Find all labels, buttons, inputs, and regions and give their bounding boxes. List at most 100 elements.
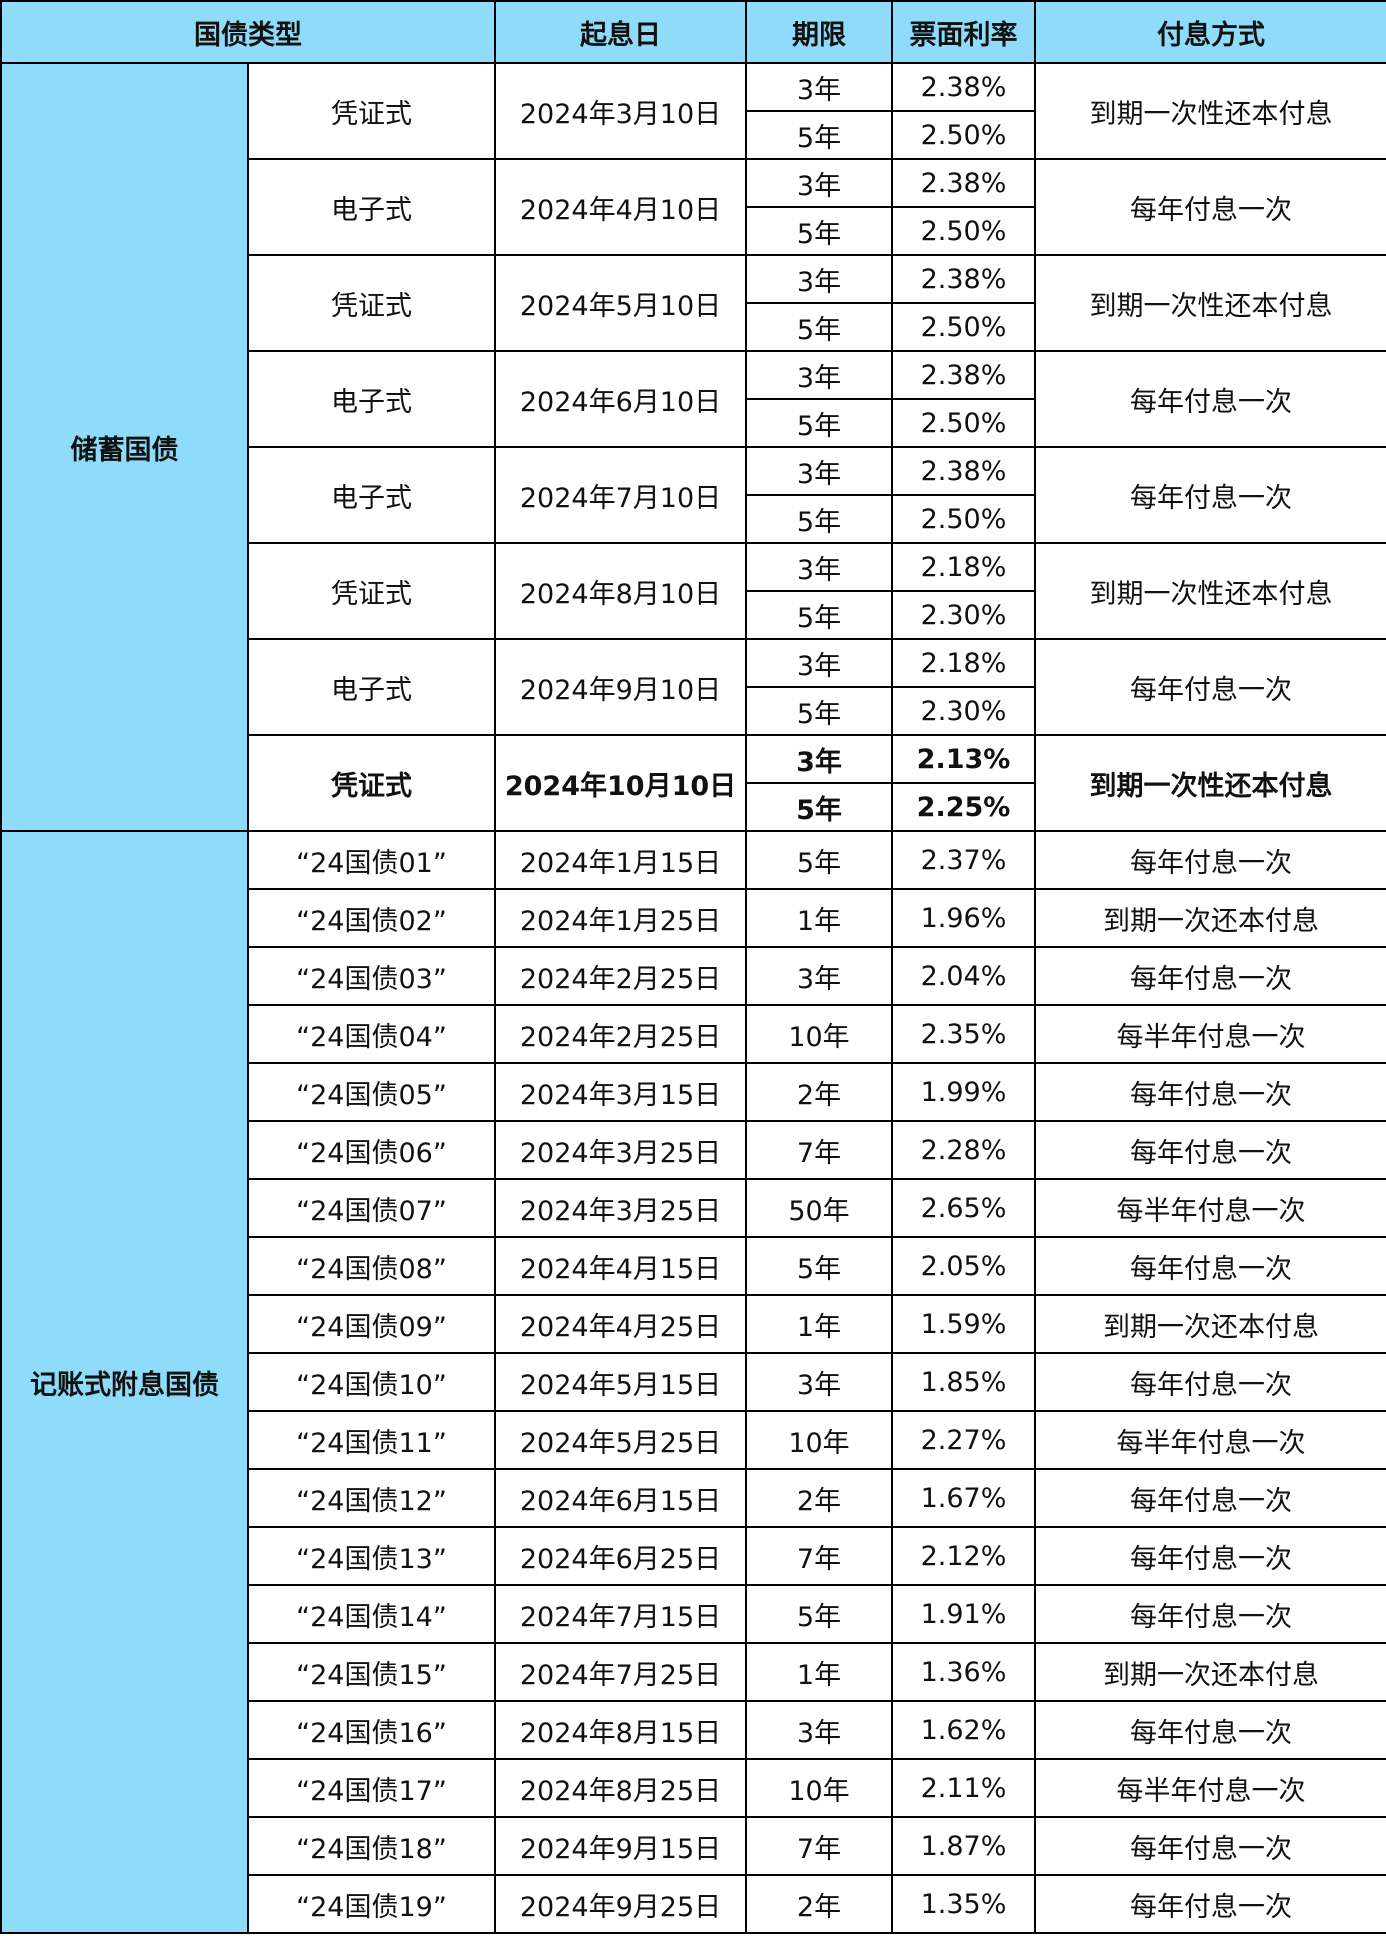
bond-name: “24国债01” bbox=[247, 830, 496, 890]
header-start-date: 起息日 bbox=[494, 0, 747, 64]
savings-row: 5年 2.50% bbox=[1, 110, 1386, 160]
coupon-rate: 2.18% bbox=[891, 542, 1036, 592]
payment-method: 每年付息一次 bbox=[1034, 830, 1386, 890]
header-rate: 票面利率 bbox=[891, 0, 1036, 64]
savings-row: 5年 2.50% bbox=[1, 398, 1386, 448]
coupon-rate: 2.50% bbox=[891, 206, 1036, 256]
term: 7年 bbox=[745, 1816, 893, 1876]
term: 5年 bbox=[745, 686, 893, 736]
payment-method: 每年付息一次 bbox=[1034, 1584, 1386, 1644]
term: 3年 bbox=[745, 734, 893, 784]
term: 5年 bbox=[745, 1584, 893, 1644]
start-date: 2024年7月25日 bbox=[494, 1642, 747, 1702]
start-date: 2024年6月25日 bbox=[494, 1526, 747, 1586]
start-date: 2024年9月15日 bbox=[494, 1816, 747, 1876]
bond-name: “24国债04” bbox=[247, 1004, 496, 1064]
start-date: 2024年4月15日 bbox=[494, 1236, 747, 1296]
savings-row: 5年 2.30% bbox=[1, 590, 1386, 640]
bond-name: “24国债10” bbox=[247, 1352, 496, 1412]
bond-name: “24国债08” bbox=[247, 1236, 496, 1296]
coupon-rate: 2.28% bbox=[891, 1120, 1036, 1180]
bookkeeping-row: “24国债13” 2024年6月25日 7年 2.12% 每年付息一次 bbox=[1, 1526, 1386, 1586]
start-date: 2024年5月15日 bbox=[494, 1352, 747, 1412]
coupon-rate: 2.27% bbox=[891, 1410, 1036, 1470]
coupon-rate: 2.30% bbox=[891, 590, 1036, 640]
term: 5年 bbox=[745, 1236, 893, 1296]
coupon-rate: 2.37% bbox=[891, 830, 1036, 890]
bookkeeping-row: “24国债19” 2024年9月25日 2年 1.35% 每年付息一次 bbox=[1, 1874, 1386, 1934]
coupon-rate: 1.99% bbox=[891, 1062, 1036, 1122]
payment-method: 每半年付息一次 bbox=[1034, 1758, 1386, 1818]
bookkeeping-row: “24国债03” 2024年2月25日 3年 2.04% 每年付息一次 bbox=[1, 946, 1386, 1006]
payment-method: 每年付息一次 bbox=[1034, 638, 1386, 736]
bond-name: “24国债06” bbox=[247, 1120, 496, 1180]
bond-form: 凭证式 bbox=[247, 734, 496, 832]
start-date: 2024年5月25日 bbox=[494, 1410, 747, 1470]
header-payment: 付息方式 bbox=[1034, 0, 1386, 64]
coupon-rate: 2.50% bbox=[891, 398, 1036, 448]
coupon-rate: 1.96% bbox=[891, 888, 1036, 948]
term: 10年 bbox=[745, 1410, 893, 1470]
term: 3年 bbox=[745, 542, 893, 592]
term: 3年 bbox=[745, 254, 893, 304]
payment-method: 每半年付息一次 bbox=[1034, 1178, 1386, 1238]
start-date: 2024年1月15日 bbox=[494, 830, 747, 890]
coupon-rate: 2.04% bbox=[891, 946, 1036, 1006]
start-date: 2024年7月10日 bbox=[494, 446, 747, 544]
term: 5年 bbox=[745, 206, 893, 256]
term: 5年 bbox=[745, 590, 893, 640]
savings-row: 电子式 2024年6月10日 3年 2.38% 每年付息一次 bbox=[1, 350, 1386, 448]
bookkeeping-row: “24国债16” 2024年8月15日 3年 1.62% 每年付息一次 bbox=[1, 1700, 1386, 1760]
bookkeeping-row: 记账式附息国债 “24国债01” 2024年1月15日 5年 2.37% 每年付息一次 bbox=[0, 830, 1386, 1934]
term: 10年 bbox=[745, 1004, 893, 1064]
savings-row: 电子式 2024年9月10日 3年 2.18% 每年付息一次 bbox=[1, 638, 1386, 736]
bond-name: “24国债05” bbox=[247, 1062, 496, 1122]
bond-form: 电子式 bbox=[247, 446, 496, 544]
bookkeeping-row: “24国债08” 2024年4月15日 5年 2.05% 每年付息一次 bbox=[1, 1236, 1386, 1296]
bookkeeping-row: “24国债06” 2024年3月25日 7年 2.28% 每年付息一次 bbox=[1, 1120, 1386, 1180]
term: 3年 bbox=[745, 638, 893, 688]
start-date: 2024年9月10日 bbox=[494, 638, 747, 736]
coupon-rate: 2.50% bbox=[891, 494, 1036, 544]
payment-method: 到期一次性还本付息 bbox=[1034, 734, 1386, 832]
start-date: 2024年7月15日 bbox=[494, 1584, 747, 1644]
savings-row: 储蓄国债 凭证式 2024年3月10日 3年 2.38% 到期一次性还本付息 bbox=[0, 62, 1386, 832]
coupon-rate: 2.05% bbox=[891, 1236, 1036, 1296]
term: 3年 bbox=[745, 1352, 893, 1412]
payment-method: 每年付息一次 bbox=[1034, 1120, 1386, 1180]
payment-method: 每年付息一次 bbox=[1034, 350, 1386, 448]
term: 2年 bbox=[745, 1468, 893, 1528]
savings-row: 5年 2.25% bbox=[1, 782, 1386, 832]
term: 1年 bbox=[745, 888, 893, 948]
bookkeeping-row: “24国债09” 2024年4月25日 1年 1.59% 到期一次还本付息 bbox=[1, 1294, 1386, 1354]
bond-name: “24国债03” bbox=[247, 946, 496, 1006]
coupon-rate: 2.11% bbox=[891, 1758, 1036, 1818]
term: 3年 bbox=[745, 350, 893, 400]
coupon-rate: 1.87% bbox=[891, 1816, 1036, 1876]
start-date: 2024年10月10日 bbox=[494, 734, 747, 832]
coupon-rate: 2.38% bbox=[891, 158, 1036, 208]
payment-method: 每年付息一次 bbox=[1034, 1352, 1386, 1412]
bond-name: “24国债15” bbox=[247, 1642, 496, 1702]
start-date: 2024年3月10日 bbox=[494, 62, 747, 160]
bookkeeping-row: “24国债15” 2024年7月25日 1年 1.36% 到期一次还本付息 bbox=[1, 1642, 1386, 1702]
bond-form: 电子式 bbox=[247, 638, 496, 736]
payment-method: 每半年付息一次 bbox=[1034, 1004, 1386, 1064]
term: 5年 bbox=[745, 782, 893, 832]
term: 5年 bbox=[745, 494, 893, 544]
bond-name: “24国债17” bbox=[247, 1758, 496, 1818]
bookkeeping-row: “24国债14” 2024年7月15日 5年 1.91% 每年付息一次 bbox=[1, 1584, 1386, 1644]
savings-row: 5年 2.50% bbox=[1, 494, 1386, 544]
start-date: 2024年9月25日 bbox=[494, 1874, 747, 1934]
bond-name: “24国债09” bbox=[247, 1294, 496, 1354]
coupon-rate: 2.38% bbox=[891, 350, 1036, 400]
bond-form: 凭证式 bbox=[247, 542, 496, 640]
coupon-rate: 2.38% bbox=[891, 446, 1036, 496]
bookkeeping-row: “24国债05” 2024年3月15日 2年 1.99% 每年付息一次 bbox=[1, 1062, 1386, 1122]
coupon-rate: 1.35% bbox=[891, 1874, 1036, 1934]
category-bookkeeping: 记账式附息国债 bbox=[0, 830, 249, 1934]
term: 3年 bbox=[745, 1700, 893, 1760]
header-term: 期限 bbox=[745, 0, 893, 64]
coupon-rate: 1.36% bbox=[891, 1642, 1036, 1702]
